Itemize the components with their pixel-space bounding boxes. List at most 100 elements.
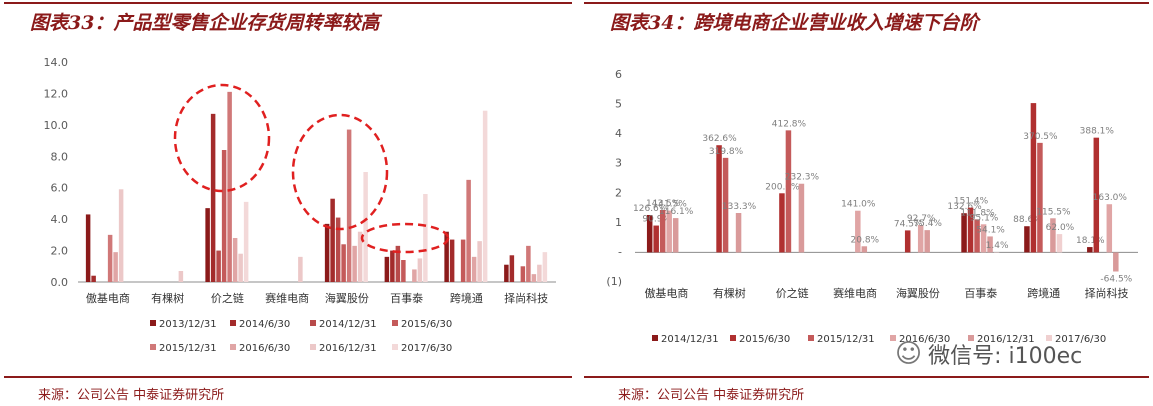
y-tick-label: 2.0 <box>51 245 69 258</box>
bar <box>1106 204 1113 253</box>
data-label: 75.4% <box>913 219 942 229</box>
bar <box>477 241 482 282</box>
legend-swatch <box>968 335 974 341</box>
left-chart-panel: 图表33：产品型零售企业存货周转率较高 0.0 2.0 4.0 6.0 8.0 10.0 1… <box>0 0 576 406</box>
bar <box>330 198 335 282</box>
bar <box>659 209 666 253</box>
legend-label: 2016/6/30 <box>899 334 950 345</box>
legend-swatch <box>150 344 156 350</box>
y-tick-label: (1) <box>606 275 622 288</box>
bar <box>779 193 785 253</box>
y-tick-label: 10.0 <box>44 119 69 132</box>
source-note: 来源：公司公告 中泰证券研究所 <box>38 388 225 403</box>
bar <box>798 183 805 253</box>
bar <box>1024 226 1030 253</box>
revenue-growth-chart: (1) - 1 2 3 4 5 6 126.6%90.9% 143.5%141.5%116.1% 傲… <box>606 68 1138 345</box>
chart-title: 图表33：产品型零售企业存货周转率较高 <box>30 12 380 34</box>
data-label: 143.5% <box>646 199 681 209</box>
legend-label: 2015/6/30 <box>401 319 452 330</box>
legend-swatch <box>150 320 156 326</box>
x-tick-label: 价之链 <box>211 291 244 305</box>
x-tick-label: 百事泰 <box>964 286 997 300</box>
bar <box>1037 142 1043 253</box>
top-rule <box>4 2 572 4</box>
bar <box>118 189 124 282</box>
bar <box>216 250 221 282</box>
bar <box>672 218 679 253</box>
bar <box>722 157 729 253</box>
data-label: 1.4% <box>986 241 1009 251</box>
bar <box>417 258 423 282</box>
data-label: 362.6% <box>702 134 737 144</box>
bar <box>107 234 113 282</box>
legend-swatch <box>808 335 814 341</box>
data-label: 319.8% <box>709 147 744 157</box>
bar <box>205 208 210 282</box>
bar <box>298 256 303 282</box>
bar <box>646 214 653 253</box>
data-label: 111.8% <box>960 208 995 218</box>
bar <box>531 274 537 282</box>
bar <box>785 130 792 253</box>
bar <box>504 264 509 282</box>
bar <box>904 230 911 253</box>
bar <box>1113 252 1119 272</box>
data-label: 132.6% <box>947 202 982 212</box>
bar <box>471 256 477 282</box>
top-rule <box>584 2 1149 4</box>
legend-swatch <box>730 335 736 341</box>
bar <box>352 245 357 282</box>
bottom-rule <box>584 376 1149 378</box>
watermark-text: 微信号: i100ec <box>928 344 1083 369</box>
bar <box>466 179 471 282</box>
bar <box>1087 247 1093 253</box>
legend-swatch <box>230 344 236 350</box>
y-tick-label: - <box>618 245 622 258</box>
data-label: 62.0% <box>1046 223 1075 233</box>
bar <box>390 250 395 282</box>
data-label: 88.6% <box>1013 215 1042 225</box>
bar <box>961 213 967 253</box>
y-tick-label: 12.0 <box>44 87 69 100</box>
bar <box>653 225 659 253</box>
y-tick-label: 3 <box>615 157 622 170</box>
source-note: 来源：公司公告 中泰证券研究所 <box>618 388 805 403</box>
data-label: -64.5% <box>1100 275 1132 285</box>
inventory-turnover-chart: 0.0 2.0 4.0 6.0 8.0 10.0 12.0 14.0 傲基电商 有棵树 价之链 赛维电… <box>44 56 556 354</box>
bar <box>1093 137 1100 253</box>
bar <box>395 245 401 282</box>
watermark: ☺ 微信号: i100ec <box>895 338 1082 370</box>
x-tick-label: 傲基电商 <box>644 286 688 300</box>
bar <box>401 260 406 282</box>
bar <box>924 230 930 253</box>
bar <box>238 253 243 282</box>
x-tick-label: 海翼股份 <box>896 286 940 300</box>
bar <box>1030 103 1037 253</box>
bar <box>520 266 526 282</box>
bar <box>444 231 449 282</box>
bar <box>113 252 118 282</box>
x-tick-label: 择尚科技 <box>1085 286 1129 300</box>
bar <box>357 231 363 282</box>
data-label: 412.8% <box>772 119 807 129</box>
x-tick-label: 择尚科技 <box>504 291 548 305</box>
legend-label: 2014/12/31 <box>319 319 377 330</box>
x-tick-label: 百事泰 <box>390 291 423 305</box>
data-label: 92.7% <box>907 214 936 224</box>
legend-label: 2015/12/31 <box>817 334 875 345</box>
bar <box>324 223 330 282</box>
data-label: 141.0% <box>841 200 876 210</box>
data-label: 95.1% <box>970 213 999 223</box>
bar <box>917 225 924 253</box>
bar <box>341 244 346 282</box>
bar <box>509 255 515 282</box>
bar <box>974 219 980 253</box>
bar <box>482 110 488 282</box>
data-label: 126.6% <box>633 204 668 214</box>
legend-label: 2017/6/30 <box>1055 334 1106 345</box>
data-label: 133.3% <box>722 202 757 212</box>
y-tick-label: 5 <box>615 98 622 111</box>
bar <box>227 91 232 282</box>
legend-label: 2015/6/30 <box>739 334 790 345</box>
legend-swatch <box>392 344 398 350</box>
